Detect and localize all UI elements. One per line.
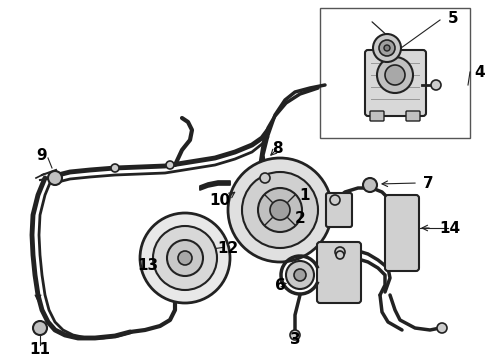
Circle shape	[270, 200, 290, 220]
FancyBboxPatch shape	[370, 111, 384, 121]
Text: 12: 12	[218, 240, 239, 256]
Circle shape	[384, 45, 390, 51]
Text: 10: 10	[209, 193, 231, 207]
Circle shape	[167, 240, 203, 276]
Circle shape	[153, 226, 217, 290]
Text: 14: 14	[440, 220, 461, 235]
Text: 2: 2	[294, 211, 305, 225]
FancyBboxPatch shape	[326, 193, 352, 227]
Circle shape	[377, 57, 413, 93]
FancyBboxPatch shape	[385, 195, 419, 271]
Circle shape	[363, 178, 377, 192]
Text: 4: 4	[474, 64, 485, 80]
Text: 8: 8	[272, 140, 283, 156]
Text: 11: 11	[29, 342, 50, 357]
FancyBboxPatch shape	[406, 111, 420, 121]
Bar	[320, 8, 470, 138]
Circle shape	[286, 261, 314, 289]
Circle shape	[140, 213, 230, 303]
Circle shape	[166, 161, 174, 169]
Circle shape	[178, 251, 192, 265]
Circle shape	[48, 171, 62, 185]
Text: 13: 13	[137, 257, 159, 273]
Circle shape	[111, 164, 119, 172]
Circle shape	[385, 65, 405, 85]
Circle shape	[336, 251, 344, 259]
Circle shape	[335, 247, 345, 257]
Circle shape	[258, 188, 302, 232]
Circle shape	[242, 172, 318, 248]
Circle shape	[373, 34, 401, 62]
Circle shape	[228, 158, 332, 262]
Text: 6: 6	[274, 278, 285, 292]
FancyBboxPatch shape	[365, 50, 426, 116]
Circle shape	[379, 40, 395, 56]
Text: 5: 5	[448, 10, 459, 26]
Text: 3: 3	[290, 333, 300, 347]
FancyBboxPatch shape	[317, 242, 361, 303]
Circle shape	[290, 330, 300, 340]
Circle shape	[260, 173, 270, 183]
Text: 1: 1	[300, 188, 310, 202]
Text: 9: 9	[37, 148, 48, 162]
Circle shape	[33, 321, 47, 335]
Circle shape	[294, 269, 306, 281]
Circle shape	[437, 323, 447, 333]
Circle shape	[330, 195, 340, 205]
Text: 7: 7	[423, 176, 433, 190]
Circle shape	[431, 80, 441, 90]
